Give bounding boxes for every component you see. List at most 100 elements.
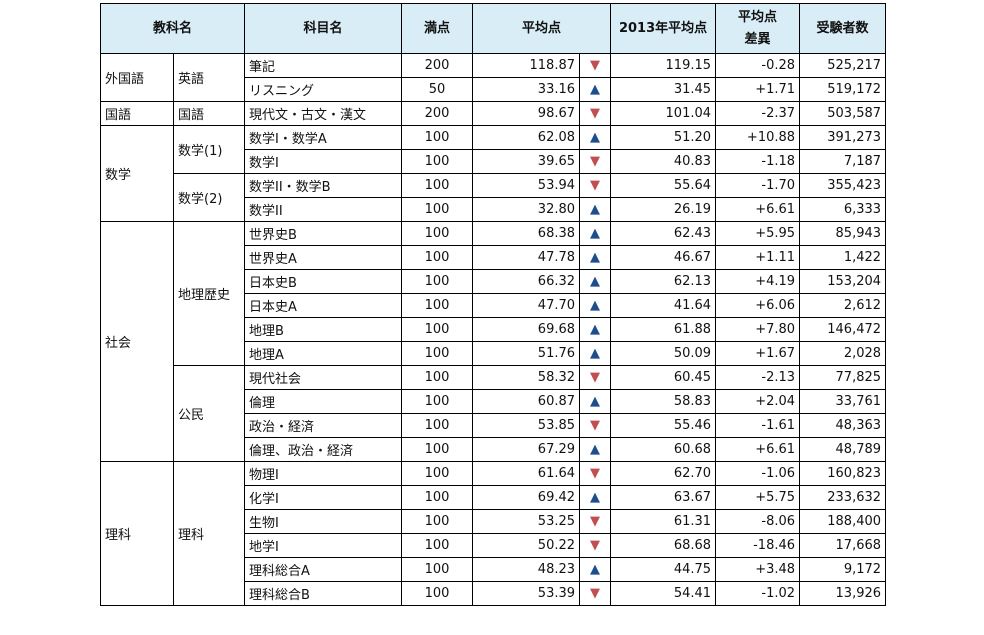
group-eigo: 英語 xyxy=(172,53,246,102)
cell-full-score: 100 xyxy=(401,437,474,462)
table-row: 日本史A 100 47.70 ▲ 41.64 +6.06 2,612 xyxy=(101,293,887,318)
table-row: 生物I 100 53.25 ▼ 61.31 -8.06 188,400 xyxy=(101,509,887,534)
cell-subject: 日本史A xyxy=(244,293,403,318)
cell-examinees: 2,028 xyxy=(799,341,887,366)
cell-diff: +10.88 xyxy=(715,125,801,150)
cell-full-score: 100 xyxy=(401,293,474,318)
group-kokugo-sub: 国語 xyxy=(172,101,246,126)
cell-subject: 倫理、政治・経済 xyxy=(244,437,403,462)
cell-examinees: 355,423 xyxy=(799,173,887,198)
cell-average: 62.08 xyxy=(472,125,581,150)
cell-subject: 現代社会 xyxy=(244,365,403,390)
arrow-up-icon: ▲ xyxy=(579,221,612,246)
arrow-up-icon: ▲ xyxy=(579,557,612,582)
cell-average: 51.76 xyxy=(472,341,581,366)
arrow-down-icon: ▼ xyxy=(579,533,612,558)
cell-examinees: 33,761 xyxy=(799,389,887,414)
cell-prev-average: 40.83 xyxy=(610,149,717,174)
cell-prev-average: 101.04 xyxy=(610,101,717,126)
cell-subject: 世界史B xyxy=(244,221,403,246)
cell-full-score: 100 xyxy=(401,125,474,150)
arrow-down-icon: ▼ xyxy=(579,173,612,198)
header-kyoka: 教科名 xyxy=(99,3,246,54)
cell-full-score: 100 xyxy=(401,221,474,246)
cell-diff: +1.11 xyxy=(715,245,801,270)
cell-full-score: 100 xyxy=(401,269,474,294)
cell-examinees: 153,204 xyxy=(799,269,887,294)
arrow-down-icon: ▼ xyxy=(579,365,612,390)
cell-examinees: 48,789 xyxy=(799,437,887,462)
cell-average: 53.39 xyxy=(472,581,581,606)
table-row: 外国語 英語 筆記 200 118.87 ▼ 119.15 -0.28 525,217 xyxy=(100,53,887,102)
cell-full-score: 100 xyxy=(401,197,474,222)
group-komin: 公民 xyxy=(172,365,246,462)
arrow-down-icon: ▼ xyxy=(579,509,612,534)
table-row: 理科 理科 物理I 100 61.64 ▼ 62.70 -1.06 160,823 xyxy=(100,461,887,606)
cell-diff: -18.46 xyxy=(715,533,801,558)
cell-average: 68.38 xyxy=(472,221,581,246)
cell-full-score: 100 xyxy=(401,533,474,558)
cell-diff: +6.61 xyxy=(715,437,801,462)
cell-examinees: 7,187 xyxy=(799,149,887,174)
cell-full-score: 100 xyxy=(401,581,474,606)
cell-full-score: 100 xyxy=(401,149,474,174)
cell-subject: リスニング xyxy=(244,77,403,102)
cell-prev-average: 31.45 xyxy=(610,77,717,102)
cell-average: 53.85 xyxy=(472,413,581,438)
arrow-up-icon: ▲ xyxy=(579,485,612,510)
cell-diff: +4.19 xyxy=(715,269,801,294)
header-examinees: 受験者数 xyxy=(799,3,887,54)
table-row: 社会 地理歴史 世界史B 100 68.38 ▲ 62.43 +5.95 85,943 xyxy=(100,221,887,462)
cell-subject: 倫理 xyxy=(244,389,403,414)
cell-subject: 現代文・古文・漢文 xyxy=(244,101,403,126)
cell-full-score: 200 xyxy=(401,53,474,78)
cell-examinees: 2,612 xyxy=(799,293,887,318)
cell-examinees: 6,333 xyxy=(799,197,887,222)
cell-average: 32.80 xyxy=(472,197,581,222)
cell-diff: -1.70 xyxy=(715,173,801,198)
table-row: 地理B 100 69.68 ▲ 61.88 +7.80 146,472 xyxy=(101,317,887,342)
group-rika-sub: 理科 xyxy=(172,461,246,606)
table-row: 数学(2) 数学II・数学B 100 53.94 ▼ 55.64 -1.70 355,423 xyxy=(101,173,887,222)
cell-prev-average: 55.46 xyxy=(610,413,717,438)
cell-diff: -1.18 xyxy=(715,149,801,174)
cell-prev-average: 44.75 xyxy=(610,557,717,582)
cell-prev-average: 50.09 xyxy=(610,341,717,366)
cell-examinees: 85,943 xyxy=(799,221,887,246)
cell-prev-average: 62.13 xyxy=(610,269,717,294)
table-row: 理科総合B 100 53.39 ▼ 54.41 -1.02 13,926 xyxy=(101,581,887,606)
cell-examinees: 77,825 xyxy=(799,365,887,390)
cell-subject: 世界史A xyxy=(244,245,403,270)
cell-diff: -1.61 xyxy=(715,413,801,438)
cell-subject: 理科総合A xyxy=(244,557,403,582)
group-sugaku1: 数学(1) xyxy=(172,125,246,174)
cell-examinees: 48,363 xyxy=(799,413,887,438)
cell-average: 53.94 xyxy=(472,173,581,198)
cell-diff: -8.06 xyxy=(715,509,801,534)
header-prev-avg: 2013年平均点 xyxy=(610,3,717,54)
cell-average: 47.70 xyxy=(472,293,581,318)
cell-average: 118.87 xyxy=(472,53,581,78)
cell-examinees: 233,632 xyxy=(799,485,887,510)
cell-average: 98.67 xyxy=(472,101,581,126)
cell-diff: -1.06 xyxy=(715,461,801,486)
cell-full-score: 100 xyxy=(401,173,474,198)
cell-subject: 理科総合B xyxy=(244,581,403,606)
cell-full-score: 200 xyxy=(401,101,474,126)
cell-diff: +1.71 xyxy=(715,77,801,102)
arrow-down-icon: ▼ xyxy=(579,581,612,606)
table-row: 日本史B 100 66.32 ▲ 62.13 +4.19 153,204 xyxy=(101,269,887,294)
cell-subject: 物理I xyxy=(244,461,403,486)
cell-diff: +6.06 xyxy=(715,293,801,318)
cell-examinees: 146,472 xyxy=(799,317,887,342)
cell-examinees: 160,823 xyxy=(799,461,887,486)
arrow-up-icon: ▲ xyxy=(579,317,612,342)
arrow-up-icon: ▲ xyxy=(579,293,612,318)
cell-diff: +5.95 xyxy=(715,221,801,246)
cell-subject: 化学I xyxy=(244,485,403,510)
cell-subject: 地理A xyxy=(244,341,403,366)
cell-prev-average: 61.31 xyxy=(610,509,717,534)
cell-full-score: 100 xyxy=(401,509,474,534)
cell-diff: -2.13 xyxy=(715,365,801,390)
header-manten: 満点 xyxy=(401,3,474,54)
